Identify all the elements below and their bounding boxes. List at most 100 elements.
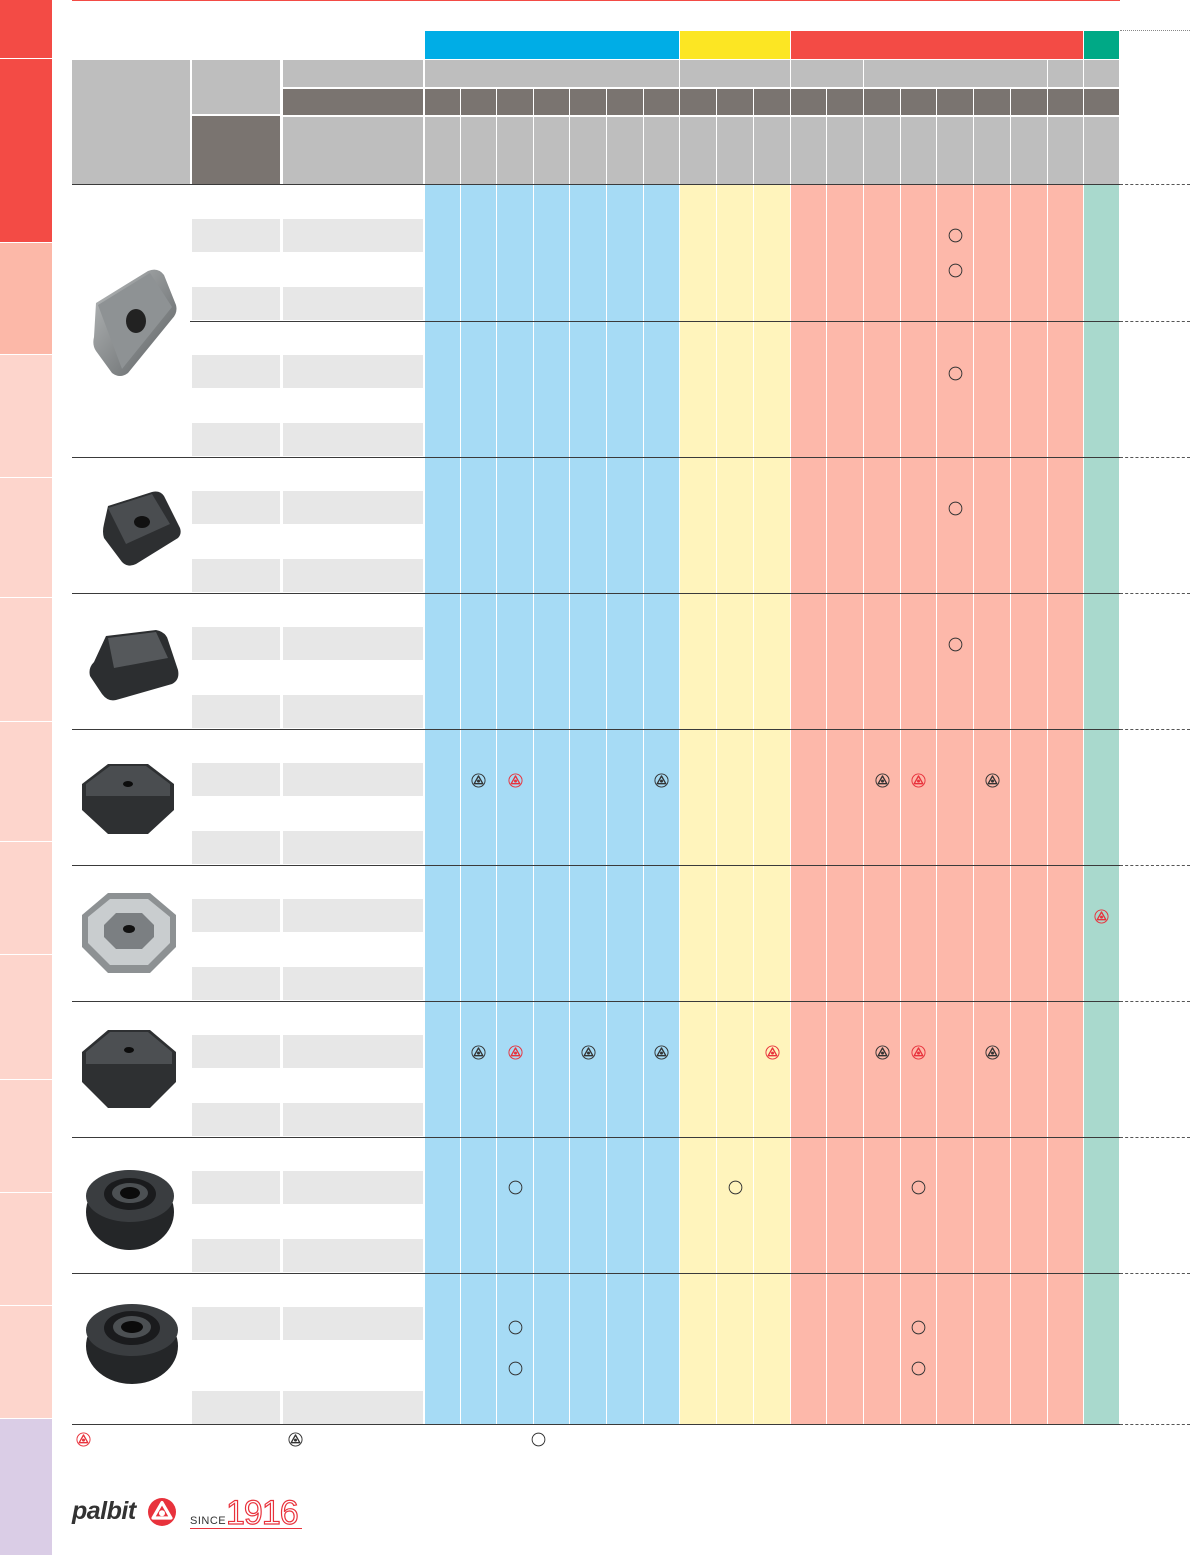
side-tab-9[interactable] (0, 1080, 52, 1192)
code-band-2-1 (192, 559, 280, 592)
grade-column-8 (680, 185, 716, 1424)
circle-outline-icon (508, 1361, 523, 1376)
header-grade-cell-19 (1084, 89, 1119, 115)
side-tab-12[interactable] (0, 1419, 52, 1555)
row-dash-5 (1120, 1001, 1190, 1002)
side-tab-5[interactable] (0, 598, 52, 721)
code-band-5-0 (192, 899, 280, 932)
code-band-4-0 (192, 763, 280, 796)
header-spec-grey-cell (283, 117, 423, 184)
spec-band-6-1 (283, 1103, 423, 1136)
circle-outline-icon (911, 1320, 926, 1335)
code-band-2-0 (192, 491, 280, 524)
palbit-logo-red-icon (911, 772, 926, 788)
header-sub-cell-1 (425, 117, 460, 184)
header-grade-cell-11 (791, 89, 826, 115)
side-tab-3[interactable] (0, 355, 52, 477)
header-spec-cell (283, 60, 423, 87)
side-tab-2[interactable] (0, 243, 52, 354)
header-grade-cell-16 (974, 89, 1010, 115)
header-grade-cell-17 (1011, 89, 1047, 115)
side-tab-7[interactable] (0, 842, 52, 954)
palbit-logo-grey-icon (654, 772, 669, 788)
header-sub-cell-10 (754, 117, 790, 184)
grade-column-9 (717, 185, 753, 1424)
spec-band-0-0 (283, 219, 423, 252)
palbit-logo-red-icon (76, 1432, 91, 1447)
code-band-1-0 (192, 355, 280, 388)
side-tab-4[interactable] (0, 478, 52, 597)
spec-band-4-0 (283, 763, 423, 796)
side-tab-10[interactable] (0, 1193, 52, 1305)
grade-column-7 (644, 185, 679, 1424)
grade-column-13 (864, 185, 900, 1424)
side-tab-8[interactable] (0, 955, 52, 1079)
rectangular-insert-icon (88, 265, 184, 381)
side-tab-6[interactable] (0, 722, 52, 841)
circle-outline-icon (948, 366, 963, 381)
header-grade-cell-12 (827, 89, 863, 115)
spec-band-6-0 (283, 1035, 423, 1068)
header-sub-cell-17 (1011, 117, 1047, 184)
header-material-group-1 (680, 60, 790, 87)
octagonal-wiper-insert-icon (80, 891, 178, 975)
header-grade-cell-10 (754, 89, 790, 115)
header-sub-cell-6 (607, 117, 643, 184)
header-grade-cell-15 (937, 89, 973, 115)
palbit-logo-red-icon (1094, 908, 1109, 924)
circle-outline-icon (508, 1180, 523, 1195)
row-dash-0 (1120, 321, 1190, 322)
header-spec-dark-cell (283, 89, 423, 115)
grade-column-16 (974, 185, 1010, 1424)
grade-column-5 (570, 185, 606, 1424)
spec-band-7-0 (283, 1171, 423, 1204)
row-rule-5 (72, 1001, 1120, 1002)
row-dash-4 (1120, 865, 1190, 866)
grade-column-6 (607, 185, 643, 1424)
grade-column-11 (791, 185, 826, 1424)
header-sub-cell-4 (534, 117, 569, 184)
header-sub-cell-18 (1048, 117, 1083, 184)
header-material-group-3 (864, 60, 1047, 87)
header-sub-cell-7 (644, 117, 679, 184)
grade-column-2 (461, 185, 496, 1424)
circle-outline-icon (948, 263, 963, 278)
header-sub-cell-3 (497, 117, 533, 184)
circle-outline-icon (948, 501, 963, 516)
header-code-dark-cell (192, 116, 280, 184)
side-tab-11[interactable] (0, 1306, 52, 1418)
header-grade-cell-8 (680, 89, 716, 115)
code-band-6-0 (192, 1035, 280, 1068)
octagonal-insert-icon (80, 1028, 178, 1110)
header-sub-cell-15 (937, 117, 973, 184)
top-dotted-rule (1120, 30, 1190, 31)
palbit-logo-grey-icon (654, 1044, 669, 1060)
row-rule-2 (72, 593, 1120, 594)
row-rule-4 (72, 865, 1120, 866)
square-insert-icon (100, 488, 186, 568)
grade-column-19 (1084, 185, 1119, 1424)
code-band-3-0 (192, 627, 280, 660)
header-bottom-rule (72, 184, 1120, 185)
circle-outline-icon (911, 1361, 926, 1376)
header-sub-cell-16 (974, 117, 1010, 184)
code-band-4-1 (192, 831, 280, 864)
code-band-0-1 (192, 287, 280, 320)
octagonal-insert-icon (80, 762, 176, 836)
header-grade-cell-2 (461, 89, 496, 115)
palbit-logo-red-icon (507, 772, 523, 788)
group-bar-yellow (680, 31, 790, 59)
header-grade-cell-9 (717, 89, 753, 115)
spec-band-3-1 (283, 695, 423, 728)
header-sub-cell-14 (901, 117, 936, 184)
palbit-logo-grey-icon (984, 772, 1000, 788)
header-grade-cell-14 (901, 89, 936, 115)
palbit-logo-grey-icon (984, 1044, 1000, 1060)
header-grade-cell-7 (644, 89, 679, 115)
header-sub-cell-2 (461, 117, 496, 184)
palbit-logo-grey-icon (580, 1044, 596, 1060)
side-tab-1[interactable] (0, 0, 52, 242)
header-grade-cell-18 (1048, 89, 1083, 115)
code-band-7-0 (192, 1171, 280, 1204)
palbit-logo-grey-icon (874, 772, 890, 788)
